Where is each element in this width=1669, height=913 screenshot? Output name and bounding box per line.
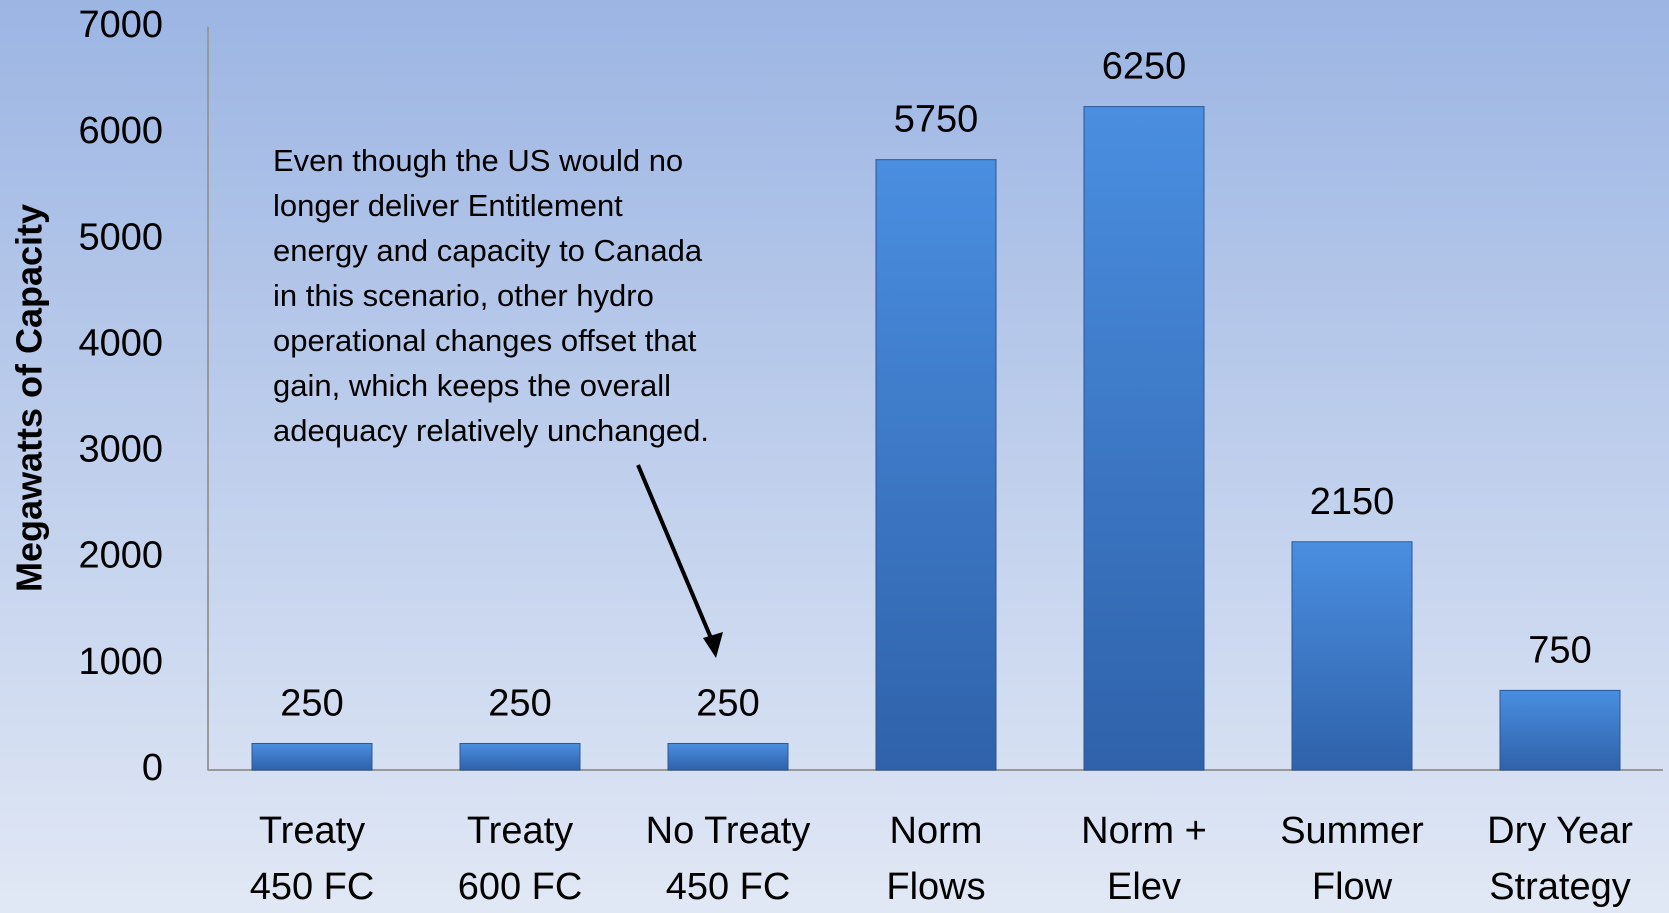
annotation: adequacy relatively unchanged. [273,413,709,448]
bar [1083,106,1205,771]
annotation-arrow [636,464,718,651]
annotation: Even though the US would no [273,143,683,178]
y-tick-label: 6000 [78,110,163,152]
bar [1291,541,1413,771]
x-tick-label: Strategy [1489,866,1631,908]
y-tick-label: 2000 [78,535,163,577]
bar [667,742,789,771]
bar [1499,689,1621,771]
x-tick-label: Dry Year [1487,810,1633,852]
y-tick-label: 5000 [78,216,163,258]
y-tick-label: 1000 [78,641,163,683]
y-tick-label: 7000 [78,4,163,46]
x-tick-label: Flow [1312,866,1393,908]
y-tick-label: 4000 [78,322,163,364]
annotation-arrowhead [703,632,723,658]
x-tick-label: Treaty [467,810,573,852]
value-label: 750 [1528,629,1591,671]
y-axis-label: Megawatts of Capacity [9,204,50,592]
x-tick-label: Norm + [1081,810,1207,852]
x-tick-label: 450 FC [666,866,791,908]
bar [875,159,997,771]
bar [459,742,581,771]
x-tick-label: Summer [1280,810,1424,852]
value-label: 5750 [894,99,979,141]
x-tick-label: Treaty [259,810,365,852]
y-tick-label: 3000 [78,429,163,471]
value-label: 6250 [1102,46,1187,88]
value-label: 250 [696,682,759,724]
bar [251,742,373,771]
annotation: in this scenario, other hydro [273,278,654,313]
value-label: 250 [488,682,551,724]
x-tick-label: Norm [890,810,983,852]
x-tick-label: Flows [886,866,985,908]
annotation: operational changes offset that [273,323,697,358]
value-label: 250 [280,682,343,724]
x-tick-label: Elev [1107,866,1181,908]
y-tick-label: 0 [142,747,163,789]
annotation: energy and capacity to Canada [273,233,703,268]
x-tick-label: No Treaty [646,810,811,852]
x-tick-label: 450 FC [250,866,375,908]
x-tick-label: 600 FC [458,866,583,908]
annotation: gain, which keeps the overall [273,368,671,403]
value-label: 2150 [1310,481,1395,523]
annotation: longer deliver Entitlement [273,188,623,223]
